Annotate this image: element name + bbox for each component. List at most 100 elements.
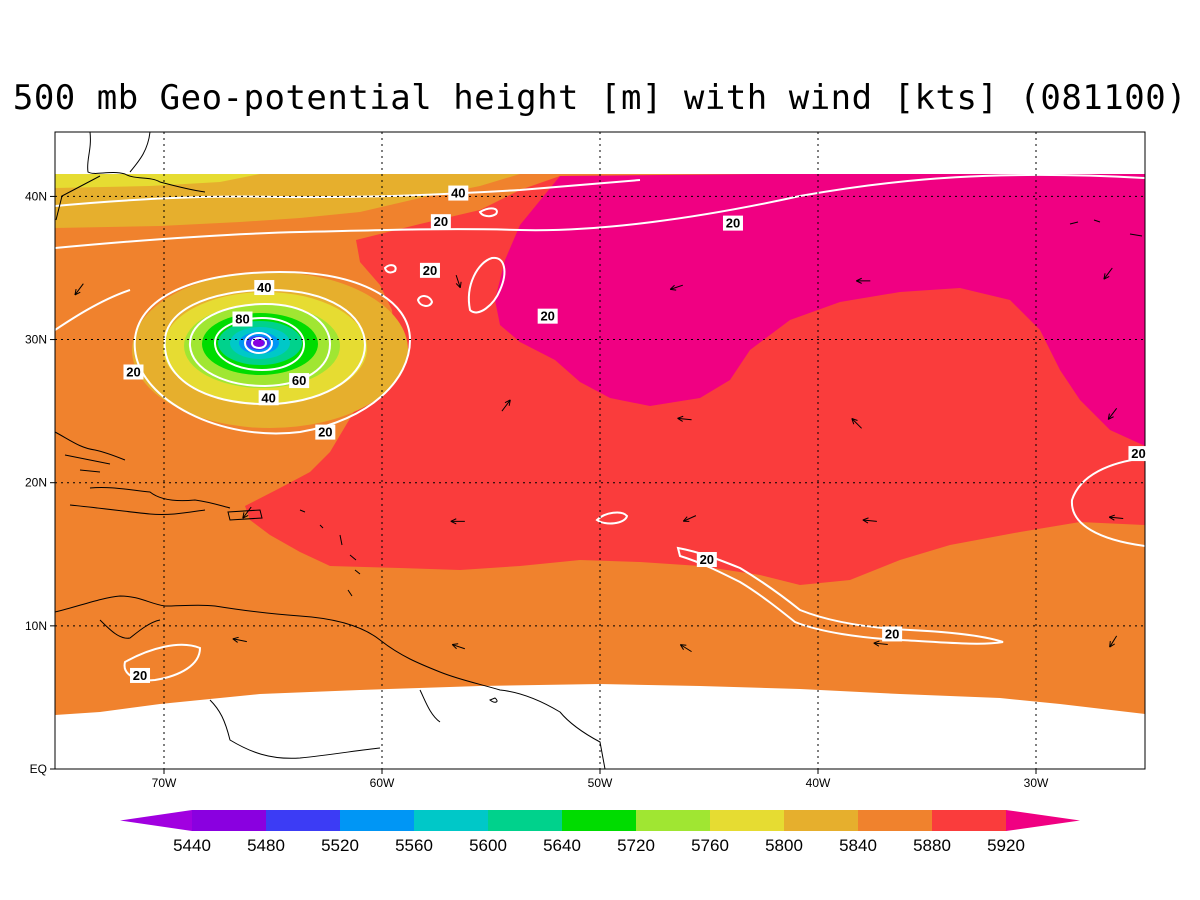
- colorbar-label-2: 5520: [321, 836, 359, 855]
- map-title: 500 mb Geo-potential height [m] with win…: [12, 78, 1188, 118]
- wind-arrow-18: [74, 283, 84, 296]
- colorbar-box-0: [192, 810, 267, 831]
- colorbar-box-6: [636, 810, 711, 831]
- x-tick-label-0: 70W: [152, 776, 177, 790]
- colorbar-label-3: 5560: [395, 836, 433, 855]
- contour-label-9: 40: [258, 390, 279, 406]
- wind-arrow-0: [501, 399, 511, 412]
- contour-60-ring: [188, 302, 332, 388]
- y-tick-label-0: EQ: [30, 762, 47, 776]
- contour-label-14: 20: [130, 667, 151, 683]
- contour-20-island: [467, 256, 506, 314]
- colorbar-label-7: 5760: [691, 836, 729, 855]
- wind-arrow-12: [451, 643, 465, 650]
- colorbar: 5440 5480 5520 5560 5600 5640 5720 5760 5800 5840…: [120, 810, 1080, 855]
- wind-arrow-17: [242, 506, 252, 519]
- colorbar-label-9: 5840: [839, 836, 877, 855]
- contour-label-4: 40: [254, 280, 275, 296]
- wind-arrow-9: [682, 515, 697, 522]
- x-tick-label-4: 30W: [1024, 776, 1049, 790]
- wind-arrow-15: [1109, 635, 1118, 648]
- x-tick-label-1: 60W: [370, 776, 395, 790]
- contour-label-1: 20: [430, 214, 451, 230]
- y-tick-label-2: 20N: [25, 476, 47, 490]
- colorbar-label-1: 5480: [247, 836, 285, 855]
- contour-label-12: 20: [696, 552, 717, 568]
- x-tick-label-2: 50W: [588, 776, 613, 790]
- y-tick-label-4: 40N: [25, 189, 47, 203]
- y-tick-label-3: 30N: [25, 333, 47, 347]
- colorbar-box-2: [340, 810, 415, 831]
- svg-text:20: 20: [126, 364, 140, 379]
- colorbar-label-0: 5440: [173, 836, 211, 855]
- colorbar-box-3: [414, 810, 489, 831]
- wind-arrow-16: [232, 636, 247, 643]
- coast-caribbean: [55, 431, 263, 521]
- wind-arrow-7: [677, 415, 692, 422]
- wind-arrow-4: [1103, 267, 1113, 280]
- colorbar-box-4: [488, 810, 563, 831]
- wind-arrow-14: [873, 640, 888, 647]
- contour-label-7: 20: [123, 364, 144, 380]
- band-5800-5840: [55, 174, 520, 228]
- grid-lines: [55, 132, 1145, 769]
- wind-arrow-6: [1107, 407, 1118, 420]
- axes: 70W 60W 50W 40W 30W EQ 10N 20N 30N 40N: [25, 189, 1049, 790]
- coast-south-america: [55, 595, 606, 769]
- svg-text:60: 60: [292, 373, 306, 388]
- svg-text:20: 20: [423, 263, 437, 278]
- svg-text:40: 40: [261, 390, 275, 405]
- colorbar-low-triangle: [120, 810, 192, 831]
- contour-20-east: [1070, 457, 1145, 547]
- wind-arrow-11: [1108, 514, 1124, 521]
- colorbar-label-10: 5880: [913, 836, 951, 855]
- colorbar-high-triangle: [1006, 810, 1080, 831]
- wind-arrow-13: [679, 644, 692, 653]
- contour-label-6: 20: [537, 308, 558, 324]
- wind-arrow-10: [862, 517, 877, 524]
- wind-arrow-2: [669, 284, 683, 291]
- colorbar-box-7: [710, 810, 785, 831]
- x-tick-label-3: 40W: [806, 776, 831, 790]
- colorbar-label-6: 5720: [617, 836, 655, 855]
- coast-islands-east: [1069, 219, 1143, 237]
- svg-text:20: 20: [726, 216, 740, 231]
- svg-text:40: 40: [257, 280, 271, 295]
- contour-label-10: 20: [315, 424, 336, 440]
- colorbar-box-10: [932, 810, 1007, 831]
- colorbar-box-1: [266, 810, 341, 831]
- svg-text:20: 20: [133, 668, 147, 683]
- svg-text:20: 20: [434, 214, 448, 229]
- contour-20-north: [55, 173, 1145, 249]
- colorbar-label-11: 5920: [987, 836, 1025, 855]
- contour-label-13: 20: [882, 626, 903, 642]
- contour-label-8: 60: [289, 373, 310, 389]
- contour-40-ring: [163, 288, 367, 406]
- contour-label-5: 80: [232, 311, 253, 327]
- band-above-5920: [495, 174, 1145, 446]
- colorbar-box-8: [784, 810, 859, 831]
- wind-arrow-5: [851, 418, 862, 429]
- svg-text:20: 20: [885, 626, 899, 641]
- wind-arrows: [74, 267, 1124, 653]
- svg-text:80: 80: [235, 312, 249, 327]
- colorbar-label-5: 5640: [543, 836, 581, 855]
- svg-text:40: 40: [451, 186, 465, 201]
- coast-lesser-antilles: [299, 509, 361, 597]
- coast-inland: [99, 619, 498, 759]
- contour-label-2: 20: [722, 215, 743, 231]
- wind-arrow-3: [856, 277, 871, 284]
- colorbar-box-9: [858, 810, 933, 831]
- svg-text:20: 20: [1131, 446, 1145, 461]
- contour-20-west: [55, 289, 131, 331]
- low-band-5480: [252, 339, 264, 347]
- svg-text:20: 20: [318, 425, 332, 440]
- colorbar-box-5: [562, 810, 637, 831]
- contour-label-0: 40: [448, 185, 469, 201]
- colorbar-label-8: 5800: [765, 836, 803, 855]
- contour-label-3: 20: [419, 262, 440, 278]
- svg-text:20: 20: [540, 309, 554, 324]
- wind-arrow-1: [455, 274, 462, 289]
